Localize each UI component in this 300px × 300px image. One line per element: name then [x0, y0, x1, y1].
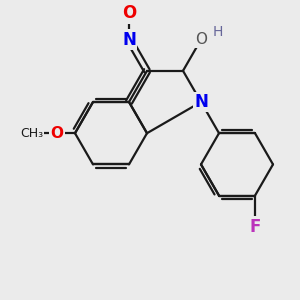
Text: CH₃: CH₃: [20, 127, 43, 140]
Text: F: F: [249, 218, 261, 236]
Text: H: H: [212, 25, 223, 39]
Text: O: O: [50, 126, 64, 141]
Text: O: O: [122, 4, 136, 22]
Text: N: N: [122, 31, 136, 49]
Text: O: O: [195, 32, 207, 47]
Text: N: N: [194, 93, 208, 111]
